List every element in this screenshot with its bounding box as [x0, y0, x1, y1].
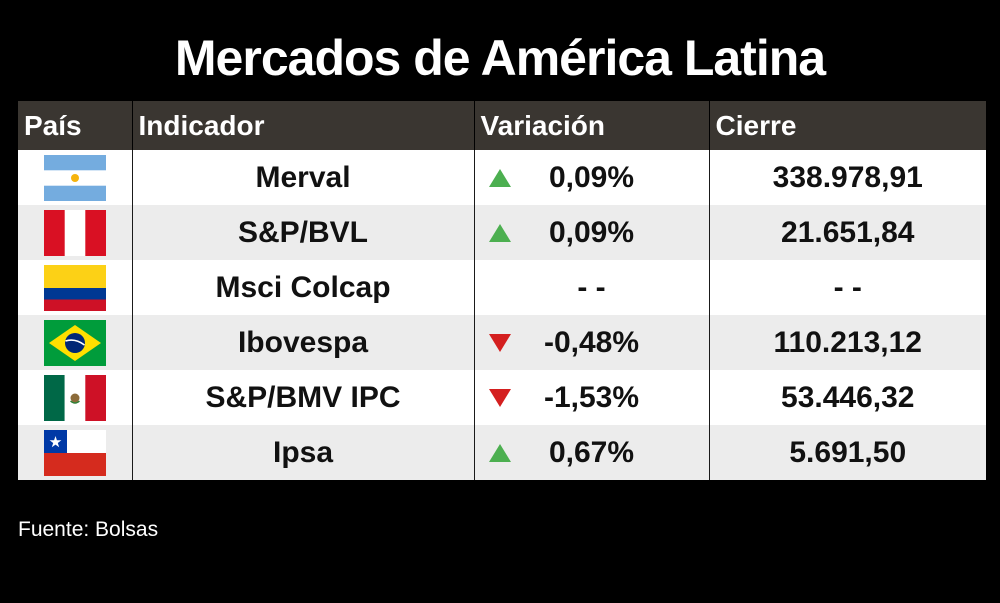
indicator-name: S&P/BVL [132, 205, 475, 260]
flag-cell [18, 370, 133, 425]
table-header-row: País Indicador Variación Cierre [18, 101, 986, 150]
flag-cell [18, 150, 133, 205]
flag-cell [18, 260, 133, 315]
variation-value: -1,53% [543, 380, 640, 414]
variation-cell: - - [474, 260, 710, 315]
markets-table: País Indicador Variación Cierre Merval [18, 101, 986, 480]
table-row: Ibovespa -0,48% 110.213,12 [18, 315, 986, 370]
flag-cell [18, 205, 133, 260]
peru-flag-icon [43, 209, 106, 256]
up-arrow-icon [488, 443, 511, 462]
variation-cell: 0,09% [474, 205, 710, 260]
close-value: 5.691,50 [709, 425, 986, 480]
close-value: 110.213,12 [709, 315, 986, 370]
close-value: 53.446,32 [709, 370, 986, 425]
variation-value: 0,09% [548, 215, 635, 249]
colombia-flag-icon [43, 264, 106, 311]
indicator-name: Msci Colcap [132, 260, 475, 315]
table-row: Merval 0,09% 338.978,91 [18, 150, 986, 205]
down-arrow-icon [488, 388, 511, 407]
argentina-flag-icon [43, 154, 106, 201]
variation-value: -0,48% [543, 325, 640, 359]
variation-cell: 0,67% [474, 425, 710, 480]
variation-cell: 0,09% [474, 150, 710, 205]
table-row: Ipsa 0,67% 5.691,50 [18, 425, 986, 480]
brazil-flag-icon [43, 319, 106, 366]
variation-cell: -1,53% [474, 370, 710, 425]
up-arrow-icon [488, 168, 511, 187]
flag-cell [18, 315, 133, 370]
close-value: 21.651,84 [709, 205, 986, 260]
mexico-flag-icon [43, 374, 106, 421]
flag-cell [18, 425, 133, 480]
indicator-name: Merval [132, 150, 475, 205]
down-arrow-icon [488, 333, 511, 352]
close-value: 338.978,91 [709, 150, 986, 205]
indicator-name: S&P/BMV IPC [132, 370, 475, 425]
variation-value: 0,09% [548, 160, 635, 194]
chart-title: Mercados de América Latina [174, 30, 826, 86]
table-row: S&P/BMV IPC -1,53% 53.446,32 [18, 370, 986, 425]
header-indicator: Indicador [132, 101, 475, 150]
close-value: - - [709, 260, 986, 315]
indicator-name: Ipsa [132, 425, 475, 480]
variation-value: - - [577, 270, 606, 304]
variation-value: 0,67% [548, 435, 635, 469]
up-arrow-icon [488, 223, 511, 242]
variation-cell: -0,48% [474, 315, 710, 370]
table-row: Msci Colcap - - - - [18, 260, 986, 315]
indicator-name: Ibovespa [132, 315, 475, 370]
header-variation: Variación [474, 101, 710, 150]
table-row: S&P/BVL 0,09% 21.651,84 [18, 205, 986, 260]
source-note: Fuente: Bolsas [18, 518, 159, 541]
header-close: Cierre [709, 101, 986, 150]
header-country: País [18, 101, 133, 150]
chile-flag-icon [43, 429, 106, 476]
